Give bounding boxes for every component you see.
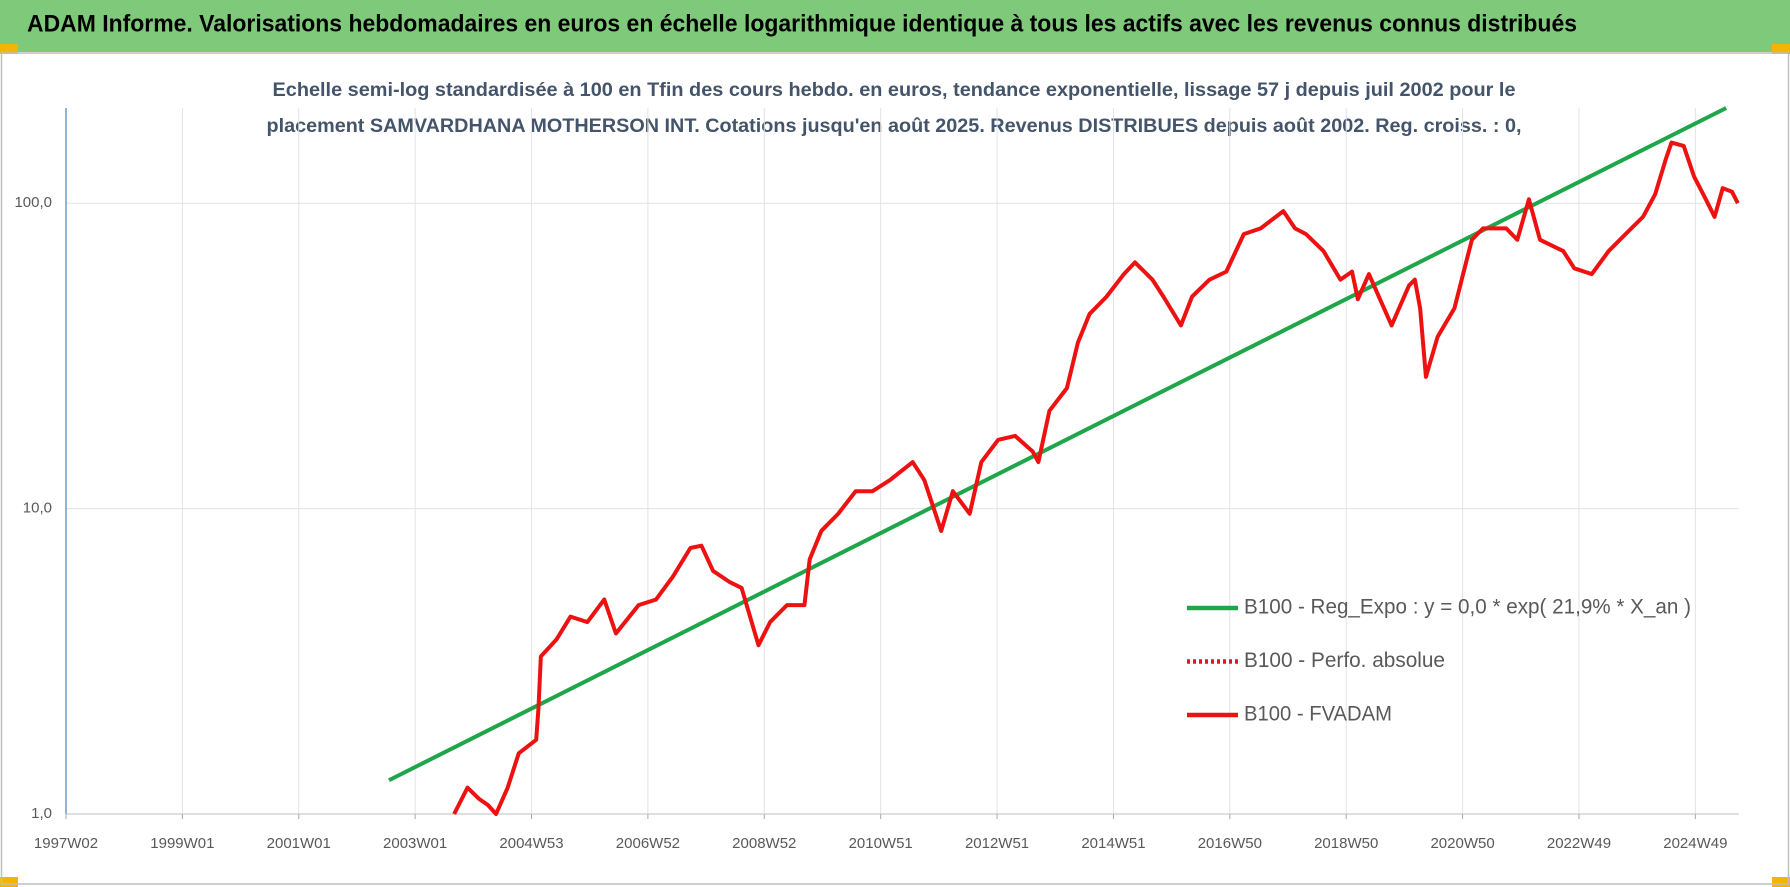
x-tick-label: 2016W50 bbox=[1198, 835, 1262, 852]
frame bbox=[0, 52, 1790, 885]
x-tick-label: 2001W01 bbox=[267, 835, 331, 852]
x-tick-label: 2008W52 bbox=[732, 835, 796, 852]
y-tick-label: 10,0 bbox=[23, 500, 52, 517]
legend: B100 - Reg_Expo : y = 0,0 * exp( 21,9% *… bbox=[1187, 596, 1691, 726]
series-line bbox=[452, 140, 1740, 816]
plot bbox=[388, 106, 1740, 816]
corner bbox=[0, 877, 18, 887]
x-tick-label: 2012W51 bbox=[965, 835, 1029, 852]
chart-subtitle: Echelle semi-log standardisée à 100 en T… bbox=[273, 80, 1516, 101]
x-tick-label: 1997W02 bbox=[34, 835, 98, 852]
corner bbox=[0, 44, 18, 54]
x-tick-label: 2004W53 bbox=[499, 835, 563, 852]
legend-label: B100 - Perfo. absolue bbox=[1244, 649, 1445, 672]
x-tick-label: 2010W51 bbox=[849, 835, 913, 852]
corner bbox=[1772, 877, 1790, 887]
x-tick-label: 2014W51 bbox=[1081, 835, 1145, 852]
x-tick-label: 2003W01 bbox=[383, 835, 447, 852]
grid: 1,0 10,0 100,0 1997W02 1999W01 2001W01 2003W01… bbox=[14, 108, 1739, 852]
header-bar bbox=[0, 0, 1790, 52]
x-tick-label: 1999W01 bbox=[150, 835, 214, 852]
x-tick-label: 2018W50 bbox=[1314, 835, 1378, 852]
x-tick-label: 2006W52 bbox=[616, 835, 680, 852]
y-tick-label: 1,0 bbox=[31, 805, 52, 822]
legend-label: B100 - Reg_Expo : y = 0,0 * exp( 21,9% *… bbox=[1244, 596, 1691, 619]
legend-label: B100 - FVADAM bbox=[1244, 703, 1392, 726]
y-tick-label: 100,0 bbox=[14, 194, 52, 211]
x-tick-label: 2022W49 bbox=[1547, 835, 1611, 852]
corner bbox=[1772, 44, 1790, 54]
x-tick-label: 2024W49 bbox=[1663, 835, 1727, 852]
chart-subtitle: placement SAMVARDHANA MOTHERSON INT. Cot… bbox=[267, 116, 1522, 137]
x-tick-label: 2020W50 bbox=[1430, 835, 1494, 852]
chart-title: ADAM Informe. Valorisations hebdomadaire… bbox=[27, 10, 1577, 37]
series-line bbox=[388, 106, 1728, 783]
